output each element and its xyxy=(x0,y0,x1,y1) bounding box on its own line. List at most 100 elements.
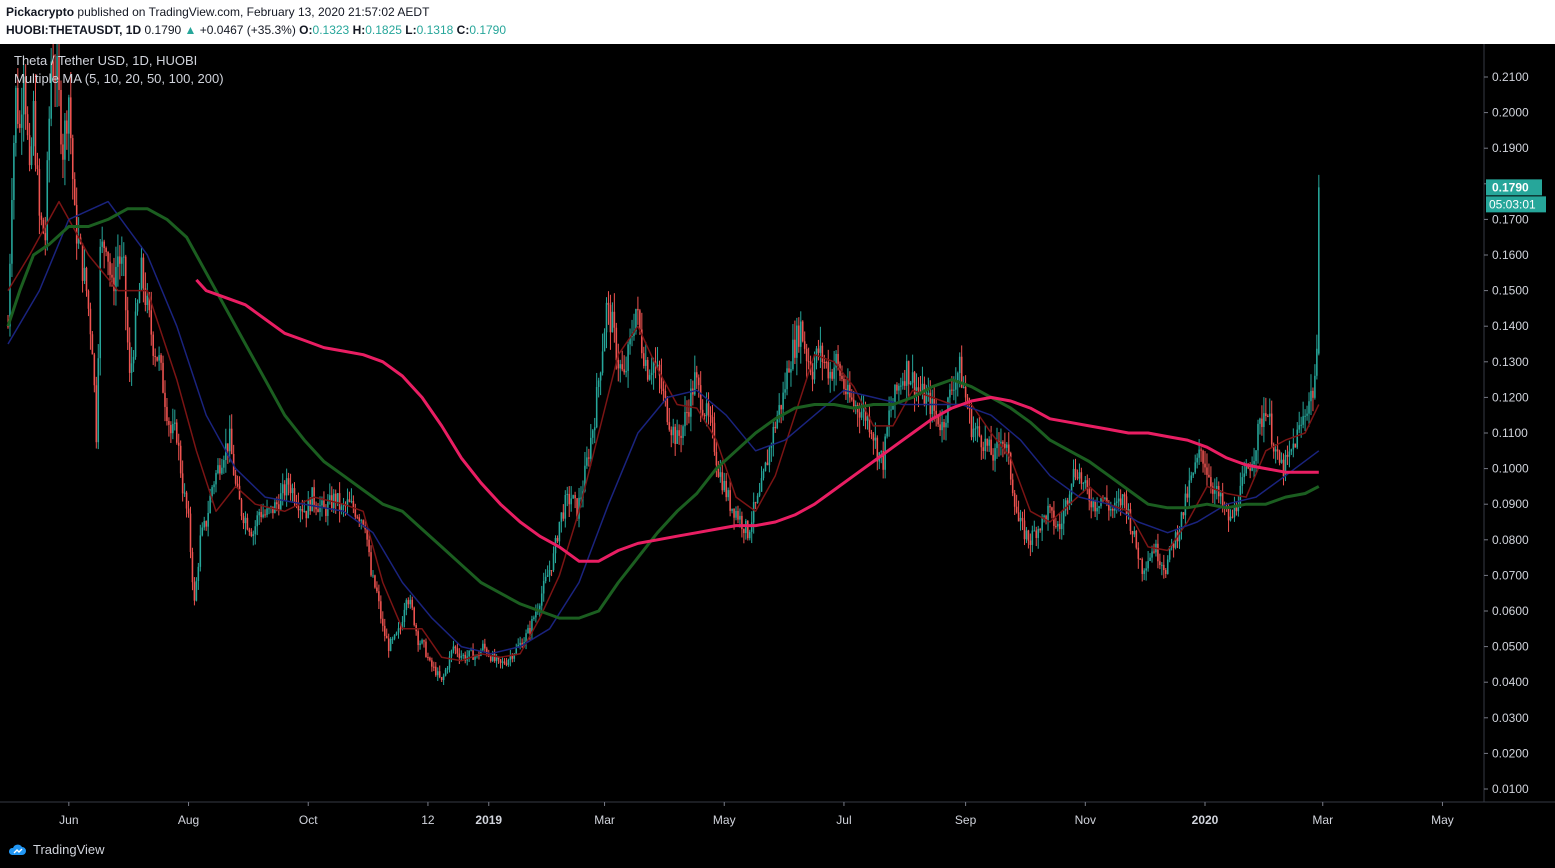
candle-body xyxy=(1274,449,1277,452)
candle xyxy=(170,421,172,444)
candle xyxy=(748,529,751,541)
candle-body xyxy=(982,447,985,451)
candle-body xyxy=(70,97,72,139)
price-tick-label: 0.1100 xyxy=(1492,426,1528,440)
author-name[interactable]: Pickacrypto xyxy=(6,5,75,19)
candle xyxy=(283,480,286,501)
candle xyxy=(391,636,394,644)
candle-body xyxy=(1151,551,1153,558)
tradingview-logo[interactable]: TradingView xyxy=(8,842,105,857)
ma-50-line xyxy=(7,200,1320,655)
candle xyxy=(448,651,451,673)
candle-body xyxy=(784,389,786,393)
legend-indicator[interactable]: Multiple MA (5, 10, 20, 50, 100, 200) xyxy=(14,71,224,86)
candle xyxy=(890,396,892,418)
candle xyxy=(974,422,977,441)
candle xyxy=(172,408,174,440)
candle xyxy=(217,458,219,475)
candle-body xyxy=(195,580,198,601)
candle xyxy=(697,374,700,398)
candle xyxy=(799,311,802,364)
price-tick-label: 0.2100 xyxy=(1492,70,1529,84)
candle-body xyxy=(929,392,932,415)
candle xyxy=(1115,491,1118,514)
candle-body xyxy=(1110,508,1112,511)
candle xyxy=(201,522,204,537)
candle xyxy=(1210,466,1212,494)
candle xyxy=(91,331,94,355)
candle-body xyxy=(1049,505,1051,508)
candle-body xyxy=(478,654,480,656)
candle-body xyxy=(509,655,512,660)
candle-body xyxy=(754,502,757,504)
candle xyxy=(1035,526,1038,547)
price-tick-label: 0.1700 xyxy=(1492,212,1529,226)
price-tick-label: 0.0500 xyxy=(1492,640,1529,654)
candle-body xyxy=(1241,477,1244,486)
candle-body xyxy=(762,471,765,479)
candle-body xyxy=(146,295,149,305)
candle-body xyxy=(605,302,608,333)
candle-body xyxy=(623,369,625,373)
candle xyxy=(160,353,162,371)
candle xyxy=(546,565,549,578)
candle-body xyxy=(831,371,833,379)
candle-body xyxy=(58,55,60,90)
candle xyxy=(1057,521,1059,532)
candle xyxy=(122,242,125,277)
candle xyxy=(1278,449,1281,466)
candle-body xyxy=(737,510,739,520)
candle-body xyxy=(1318,187,1320,354)
candle xyxy=(244,511,247,535)
candle-body xyxy=(1115,501,1118,503)
candle-body xyxy=(590,437,592,459)
candle-body xyxy=(1157,543,1159,562)
candle xyxy=(762,468,765,481)
candle xyxy=(238,476,241,500)
candle-body xyxy=(503,661,506,664)
candle xyxy=(646,357,649,382)
candle xyxy=(656,346,659,370)
price-tick-label: 0.0800 xyxy=(1492,533,1529,547)
candle xyxy=(119,245,121,280)
candle-body xyxy=(911,372,914,383)
ma-100-line xyxy=(6,207,1320,620)
candle-body xyxy=(356,516,359,518)
candle xyxy=(1188,467,1191,507)
candle xyxy=(652,357,655,390)
candle-body xyxy=(717,465,720,477)
candle-body xyxy=(686,412,688,414)
candle xyxy=(134,298,137,360)
candle xyxy=(454,645,457,655)
candle-body xyxy=(658,364,661,376)
candle-body xyxy=(544,576,547,582)
candle-body xyxy=(36,165,39,170)
candle-body xyxy=(73,179,76,206)
candle-body xyxy=(99,246,102,359)
candle-body xyxy=(1125,496,1128,514)
candle-body xyxy=(958,356,961,374)
candle-body xyxy=(748,531,751,539)
price-chart[interactable]: 0.21000.20000.19000.18000.17000.16000.15… xyxy=(0,44,1555,830)
candle-body xyxy=(721,472,724,491)
candle-body xyxy=(162,362,164,393)
candle-body xyxy=(1111,508,1114,511)
candle xyxy=(103,239,105,269)
candle-body xyxy=(272,506,274,514)
candle xyxy=(735,506,737,521)
candle xyxy=(1178,526,1181,549)
candle xyxy=(686,400,688,426)
candle xyxy=(346,488,349,515)
candle xyxy=(330,486,333,512)
candle xyxy=(199,524,202,572)
candle-body xyxy=(774,426,777,429)
candle-body xyxy=(1306,413,1308,416)
candle xyxy=(568,486,571,517)
candle-body xyxy=(246,517,249,530)
candle xyxy=(480,648,482,657)
time-tick-label: Jun xyxy=(59,813,78,827)
candle-body xyxy=(77,237,80,244)
candle xyxy=(250,528,253,538)
candle-body xyxy=(83,267,86,281)
candle-body xyxy=(1280,459,1283,463)
